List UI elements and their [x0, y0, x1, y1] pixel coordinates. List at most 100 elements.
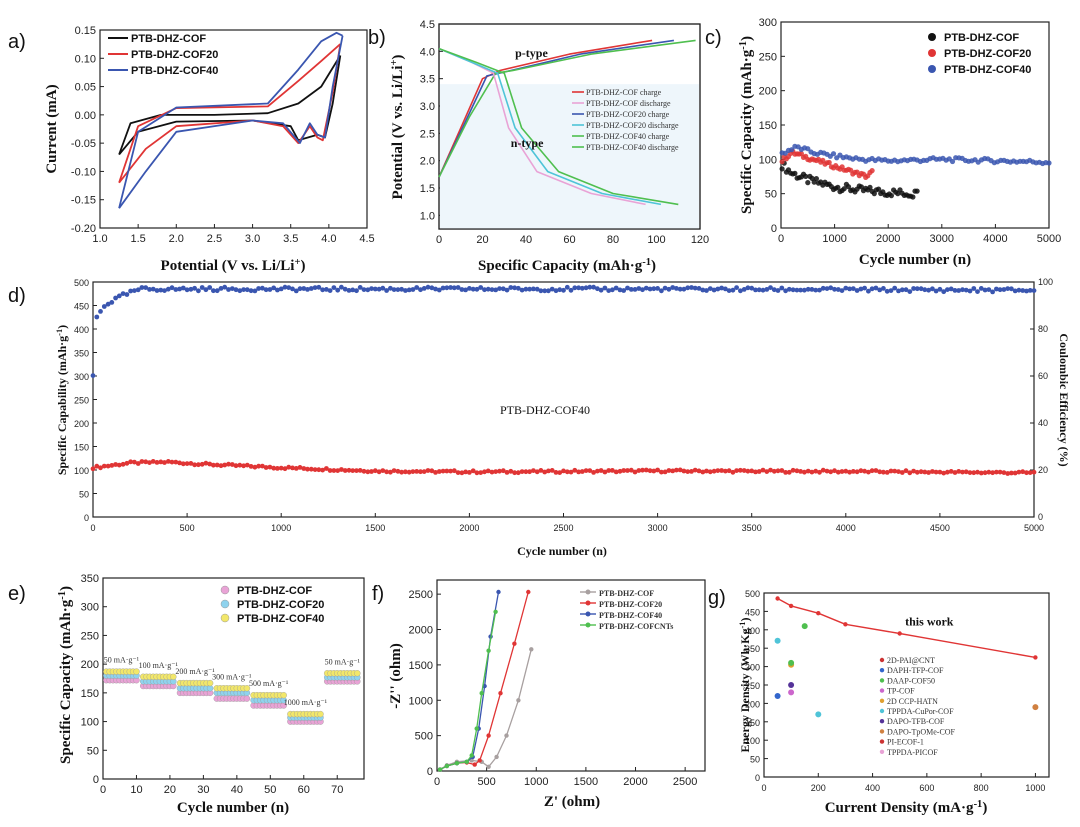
efficiency-point: [143, 285, 149, 290]
capacity-point: [707, 469, 713, 475]
y-tick-label: 0: [755, 773, 760, 783]
capacity-point: [839, 469, 845, 474]
efficiency-point: [365, 287, 371, 293]
x-axis-title: Specific Capacity (mAh·g-1): [478, 257, 656, 275]
efficiency-point: [914, 286, 920, 292]
efficiency-point: [515, 285, 521, 291]
capacity-point: [485, 468, 491, 474]
capacity-point: [320, 467, 325, 473]
efficiency-point: [930, 286, 935, 292]
capacity-point: [602, 469, 608, 475]
capacity-point: [564, 469, 570, 475]
x-tick-label: 70: [331, 784, 343, 796]
data-point: [789, 147, 795, 153]
capacity-point: [734, 468, 739, 473]
capacity-point: [621, 468, 627, 473]
x-axis-title: Current Density (mA·g-1): [825, 799, 988, 817]
efficiency-point: [527, 286, 532, 292]
capacity-point: [455, 470, 461, 475]
nyquist-point: [516, 698, 521, 703]
capacity-point: [914, 469, 920, 475]
capacity-point: [553, 470, 559, 475]
capacity-point: [542, 469, 548, 475]
capacity-point: [568, 469, 574, 475]
efficiency-point: [640, 287, 645, 293]
efficiency-point: [90, 373, 96, 378]
efficiency-point: [892, 285, 898, 291]
nyquist-point: [479, 691, 484, 696]
efficiency-point: [828, 285, 834, 291]
legend-label: PTB-DHZ-COF20: [237, 599, 324, 611]
data-point: [803, 173, 809, 179]
capacity-point: [753, 469, 758, 475]
capacity-point: [463, 469, 468, 475]
efficiency-point: [685, 285, 691, 291]
nyquist-point: [529, 647, 534, 652]
data-point: [1046, 160, 1052, 166]
efficiency-point: [583, 285, 589, 291]
y-tick-label: -0.15: [71, 195, 96, 207]
rate-point: [243, 695, 251, 702]
panel-label-g: g): [708, 587, 726, 609]
capacity-point: [538, 468, 544, 473]
efficiency-point: [1024, 288, 1029, 294]
capacity-point: [628, 467, 634, 473]
capacity-point: [546, 468, 551, 474]
y-tick-label: 2500: [409, 589, 433, 601]
efficiency-point: [180, 285, 186, 291]
efficiency-point: [188, 286, 194, 292]
capacity-point: [214, 462, 220, 468]
efficiency-point: [260, 285, 265, 291]
x-tick-label: 4.0: [321, 233, 336, 245]
efficiency-point: [689, 285, 694, 290]
efficiency-point: [794, 287, 800, 293]
efficiency-point: [109, 300, 115, 305]
capacity-point: [531, 468, 536, 473]
capacity-point: [975, 469, 980, 475]
efficiency-point: [244, 287, 250, 293]
x-tick-label: 0: [761, 783, 766, 793]
efficiency-point: [643, 285, 649, 291]
capacity-point: [342, 468, 348, 473]
efficiency-point: [632, 287, 638, 292]
capacity-point: [1001, 470, 1007, 475]
efficiency-point: [463, 287, 468, 293]
efficiency-point: [655, 286, 660, 291]
y-tick-label: 4.0: [420, 46, 435, 58]
efficiency-point: [504, 287, 510, 293]
literature-point: [788, 682, 795, 688]
efficiency-point: [802, 287, 807, 293]
efficiency-point: [666, 286, 672, 292]
efficiency-point: [997, 287, 1003, 293]
efficiency-point: [681, 286, 687, 292]
capacity-point: [640, 467, 645, 473]
efficiency-point: [933, 288, 939, 294]
x-tick-label: 500: [180, 523, 195, 533]
plot-frame: [436, 579, 706, 772]
y-tick-label: 0.05: [75, 82, 96, 94]
capacity-point: [960, 469, 965, 475]
nyquist-curve: [439, 591, 500, 771]
legend-swatch: [879, 698, 885, 703]
efficiency-point: [467, 286, 472, 291]
efficiency-point: [625, 285, 630, 291]
efficiency-point: [948, 286, 954, 292]
x-tick-label: 4000: [983, 233, 1007, 245]
efficiency-point: [952, 288, 958, 293]
y-tick-label: 200: [759, 86, 777, 98]
capacity-point: [357, 468, 363, 473]
legend-label: PTB-DHZ-COFCNTs: [599, 622, 673, 631]
capacity-point: [132, 459, 137, 465]
efficiency-point: [941, 289, 947, 295]
legend-swatch: [879, 739, 885, 744]
efficiency-point: [749, 285, 755, 291]
capacity-point: [169, 459, 175, 465]
capacity-point: [324, 466, 329, 471]
rate-label: 200 mA·g⁻¹: [175, 667, 215, 676]
y-tick-label: 100: [745, 736, 760, 746]
efficiency-point: [546, 288, 551, 294]
capacity-point: [135, 461, 141, 466]
y-tick-label: -0.20: [71, 223, 96, 235]
efficiency-point: [557, 287, 563, 293]
capacity-point: [689, 469, 694, 474]
